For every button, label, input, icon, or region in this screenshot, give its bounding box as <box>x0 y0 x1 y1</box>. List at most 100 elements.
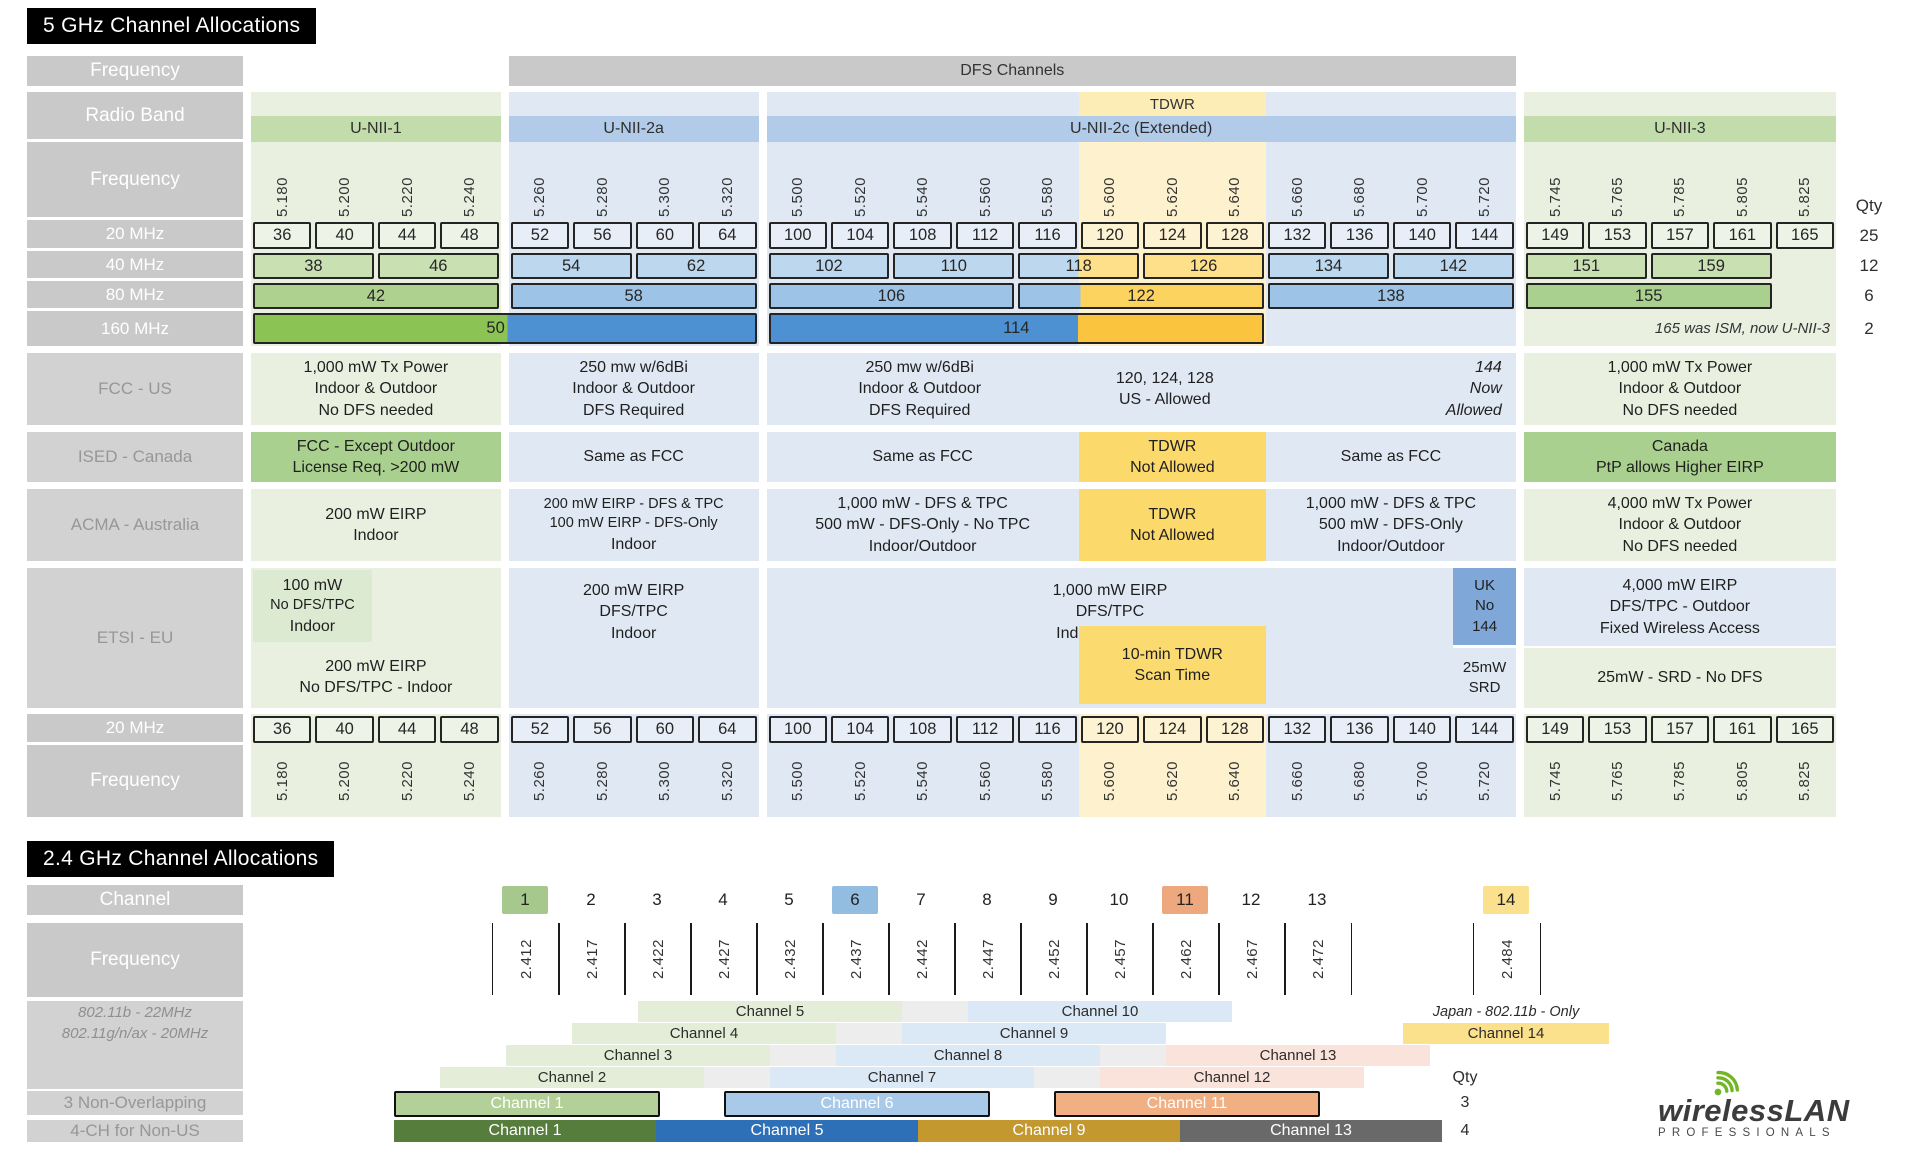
channel-20mhz-box: 132 <box>1268 222 1327 249</box>
freq-label: 5.560 <box>976 760 994 802</box>
freq-label: 5.240 <box>461 176 479 217</box>
freq-label: 5.620 <box>1163 176 1181 217</box>
channel-20mhz-box: 132 <box>1268 716 1327 743</box>
four-ch-channel-13: Channel 13 <box>1180 1120 1442 1142</box>
channel-80mhz-box: 155 <box>1525 283 1772 309</box>
row-label-frequency: Frequency <box>27 142 243 217</box>
freq-tick: 2.427 <box>690 923 758 995</box>
channel-40mhz-box: 46 <box>377 253 499 279</box>
channel-20mhz-box: 149 <box>1525 222 1585 249</box>
channel-20mhz-box: 60 <box>635 222 695 249</box>
channel-number: 9 <box>1048 890 1058 909</box>
etsi-unii1-bottom: 200 mW EIRP No DFS/TPC - Indoor <box>299 657 453 696</box>
wedge-channel-3: Channel 3 <box>506 1045 770 1066</box>
channel-number: 5 <box>784 890 794 909</box>
fcc-unii2c-mid: 120, 124, 128 US - Allowed <box>1115 369 1214 408</box>
fcc-unii3-cell: 1,000 mW Tx Power Indoor & Outdoor No DFS … <box>1523 353 1836 425</box>
wedge-overlap <box>770 1045 836 1066</box>
block-f: 20 MHz Frequency 36 40 44 48 52 56 60 64… <box>27 714 1920 817</box>
etsi-tdwr-scan-box: 10-min TDWR Scan Time <box>1078 626 1266 704</box>
qty-spacer <box>1836 568 1902 708</box>
freq-label: 5.600 <box>1101 176 1119 217</box>
ised-row: ISED - Canada FCC - Except Outdoor Licens… <box>27 432 1920 482</box>
channel-number: 1 <box>492 885 558 915</box>
channel-20mhz-box: 100 <box>768 222 827 249</box>
row-label-80mhz: 80 MHz <box>27 281 243 308</box>
freq-tick: 2.447 <box>954 923 1022 995</box>
freq-label: 5.680 <box>1351 176 1369 217</box>
etsi-row: ETSI - EU 100 mW No DFS/TPC Indoor 200 mW … <box>27 568 1920 708</box>
channel-20mhz-box: 161 <box>1713 716 1772 743</box>
channel-number: 6 <box>822 885 888 915</box>
dfs-grid: DFS Channels <box>251 56 1836 86</box>
freq-label: 5.640 <box>1226 176 1244 217</box>
channel-160mhz-box: 50 <box>253 313 757 344</box>
freq-label: 5.200 <box>336 760 354 802</box>
japan-note: Japan - 802.11b - Only <box>1432 1003 1580 1020</box>
acma-unii3-cell: 4,000 mW Tx Power Indoor & Outdoor No DFS … <box>1523 489 1836 561</box>
channel-40mhz-box: 142 <box>1392 253 1514 279</box>
channel-number: 13 <box>1307 890 1327 909</box>
freq-label: 5.220 <box>398 176 416 217</box>
freq-label: 5.720 <box>1476 176 1494 217</box>
block-a-grid: TDWR U-NII-1 U-NII-2a U-NII-2c (Extended… <box>251 92 1836 346</box>
row-label-160mhz: 160 MHz <box>27 311 243 346</box>
freq-label: 5.180 <box>273 760 291 802</box>
freq-label: 5.640 <box>1226 760 1244 802</box>
title-24ghz: 2.4 GHz Channel Allocations <box>27 841 335 877</box>
row-label-non-overlapping: 3 Non-Overlapping <box>27 1091 243 1115</box>
row-label-80211gnax: 802.11g/n/ax - 20MHz <box>61 1025 209 1042</box>
channel-20mhz-box: 40 <box>315 222 374 249</box>
freq-label: 5.500 <box>789 760 807 802</box>
freq-label: 5.200 <box>336 176 354 217</box>
channel-80mhz-box: 106 <box>768 283 1015 309</box>
channel-40mhz-box: 102 <box>768 253 890 279</box>
freq-label: 5.300 <box>656 760 674 802</box>
row-label-frequency-top: Frequency <box>27 56 243 86</box>
freq-tick: 2.442 <box>888 923 956 995</box>
freq-label: 5.280 <box>593 760 611 802</box>
wedge-channel-5: Channel 5 <box>638 1001 902 1022</box>
wedge-channel-7: Channel 7 <box>770 1067 1034 1088</box>
channel-20mhz-box: 140 <box>1392 716 1452 743</box>
qty-40mhz: 12 <box>1859 256 1879 275</box>
channel-20mhz-box: 64 <box>698 716 757 743</box>
freq-label: 5.700 <box>1413 176 1431 217</box>
band-header-unii1: U-NII-1 <box>251 116 501 142</box>
channel-20mhz-box: 48 <box>440 222 499 249</box>
qty-spacer <box>1836 56 1902 86</box>
freq-label: 5.580 <box>1038 176 1056 217</box>
freq-label: 5.300 <box>656 176 674 217</box>
ised-unii1-cell: FCC - Except Outdoor License Req. >200 mW <box>251 432 501 482</box>
channel-80mhz-box: 58 <box>510 283 757 309</box>
qty-spacer <box>1836 714 1902 817</box>
etsi-unii3-top-cell: 4,000 mW EIRP DFS/TPC - Outdoor Fixed Wire… <box>1523 568 1836 646</box>
channel-20mhz-box: 112 <box>955 222 1015 249</box>
channel-20mhz-box: 108 <box>893 222 952 249</box>
channel-20mhz-box: 56 <box>573 716 632 743</box>
channel-40mhz-box: 151 <box>1525 253 1647 279</box>
qty-spacer <box>1836 432 1902 482</box>
channel-80mhz-box: 138 <box>1268 283 1514 309</box>
four-ch-row: 4-CH for Non-US Channel 1 Channel 5 Chan… <box>27 1120 1920 1144</box>
channel-20mhz-box: 108 <box>893 716 952 743</box>
row-label-etsi: ETSI - EU <box>27 568 243 708</box>
fcc-row: FCC - US 1,000 mW Tx Power Indoor & Outdo… <box>27 353 1920 425</box>
block-f-labels: 20 MHz Frequency <box>27 714 243 817</box>
row-label-four-ch: 4-CH for Non-US <box>27 1120 243 1142</box>
channel-24-row: Channel 1 2 3 4 5 6 7 8 9 10 11 12 13 14 <box>27 885 1920 919</box>
channel-40mhz-box: 38 <box>253 253 374 279</box>
channel-20mhz-box: 116 <box>1018 716 1077 743</box>
freq-tick: 2.437 <box>822 923 890 995</box>
etsi-uk-no-144-cell: UK No 144 <box>1453 568 1516 645</box>
band-header-unii2a: U-NII-2a <box>508 116 759 142</box>
wedge-overlap <box>1100 1045 1166 1066</box>
channel-20mhz-box: 120 <box>1080 716 1140 743</box>
channel-40mhz-box: 110 <box>893 253 1015 279</box>
channel-40mhz-box: 126 <box>1143 253 1265 279</box>
freq-tick: 2.484 <box>1473 923 1541 995</box>
ised-unii2a-cell: Same as FCC <box>508 432 759 482</box>
channel-20mhz-box: 64 <box>698 222 757 249</box>
channel-20mhz-box: 104 <box>830 716 890 743</box>
